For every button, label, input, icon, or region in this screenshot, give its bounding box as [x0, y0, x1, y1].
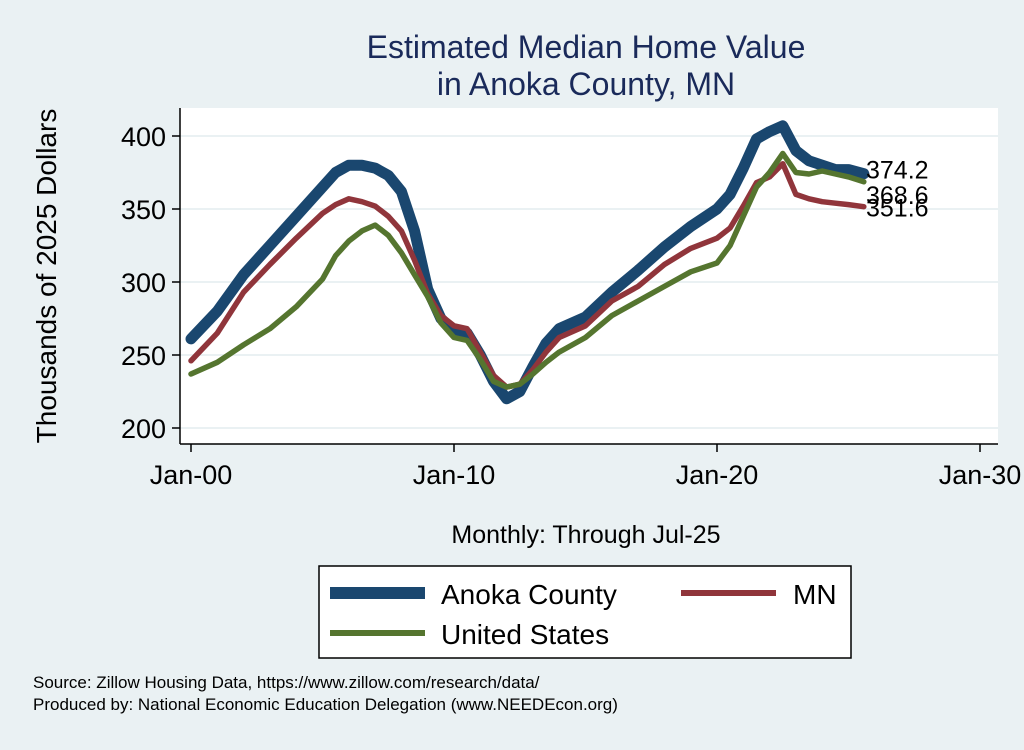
series-line-anoka-county — [185, 120, 870, 405]
end-label-mn: 351.6 — [866, 195, 929, 223]
chart-title-line1: Estimated Median Home Value — [367, 29, 806, 65]
axis-layer: 200 250 300 350 400 Jan-00 Jan-10 Jan-20 Jan-30 — [121, 108, 1021, 490]
legend-box — [318, 565, 852, 659]
end-label-anoka-county: 374.2 — [866, 157, 929, 185]
chart-title-line2: in Anoka County, MN — [437, 66, 735, 102]
legend: Anoka County MN United States — [318, 565, 852, 659]
x-tick-label-Jan-10: Jan-10 — [413, 460, 496, 490]
producer-note: Produced by: National Economic Education… — [33, 695, 618, 714]
legend-label-united-states: United States — [441, 619, 609, 650]
plot-area — [180, 108, 998, 444]
end-label-united-states: 368.6 — [866, 182, 929, 210]
series-line-united-states — [188, 150, 867, 390]
x-tick-label-Jan-00: Jan-00 — [150, 460, 233, 490]
y-tick-label-200: 200 — [121, 414, 166, 444]
x-axis-label: Monthly: Through Jul-25 — [451, 521, 720, 549]
y-tick-label-350: 350 — [121, 195, 166, 225]
y-tick-label-250: 250 — [121, 341, 166, 371]
legend-label-anoka-county: Anoka County — [441, 579, 617, 610]
y-tick-label-400: 400 — [121, 122, 166, 152]
y-tick-label-300: 300 — [121, 268, 166, 298]
y-axis-label: Thousands of 2025 Dollars — [31, 109, 62, 444]
source-note: Source: Zillow Housing Data, https://www… — [33, 673, 540, 692]
x-tick-label-Jan-20: Jan-20 — [676, 460, 759, 490]
legend-label-mn: MN — [793, 579, 837, 610]
series-layer — [185, 120, 870, 405]
x-tick-label-Jan-30: Jan-30 — [939, 460, 1022, 490]
